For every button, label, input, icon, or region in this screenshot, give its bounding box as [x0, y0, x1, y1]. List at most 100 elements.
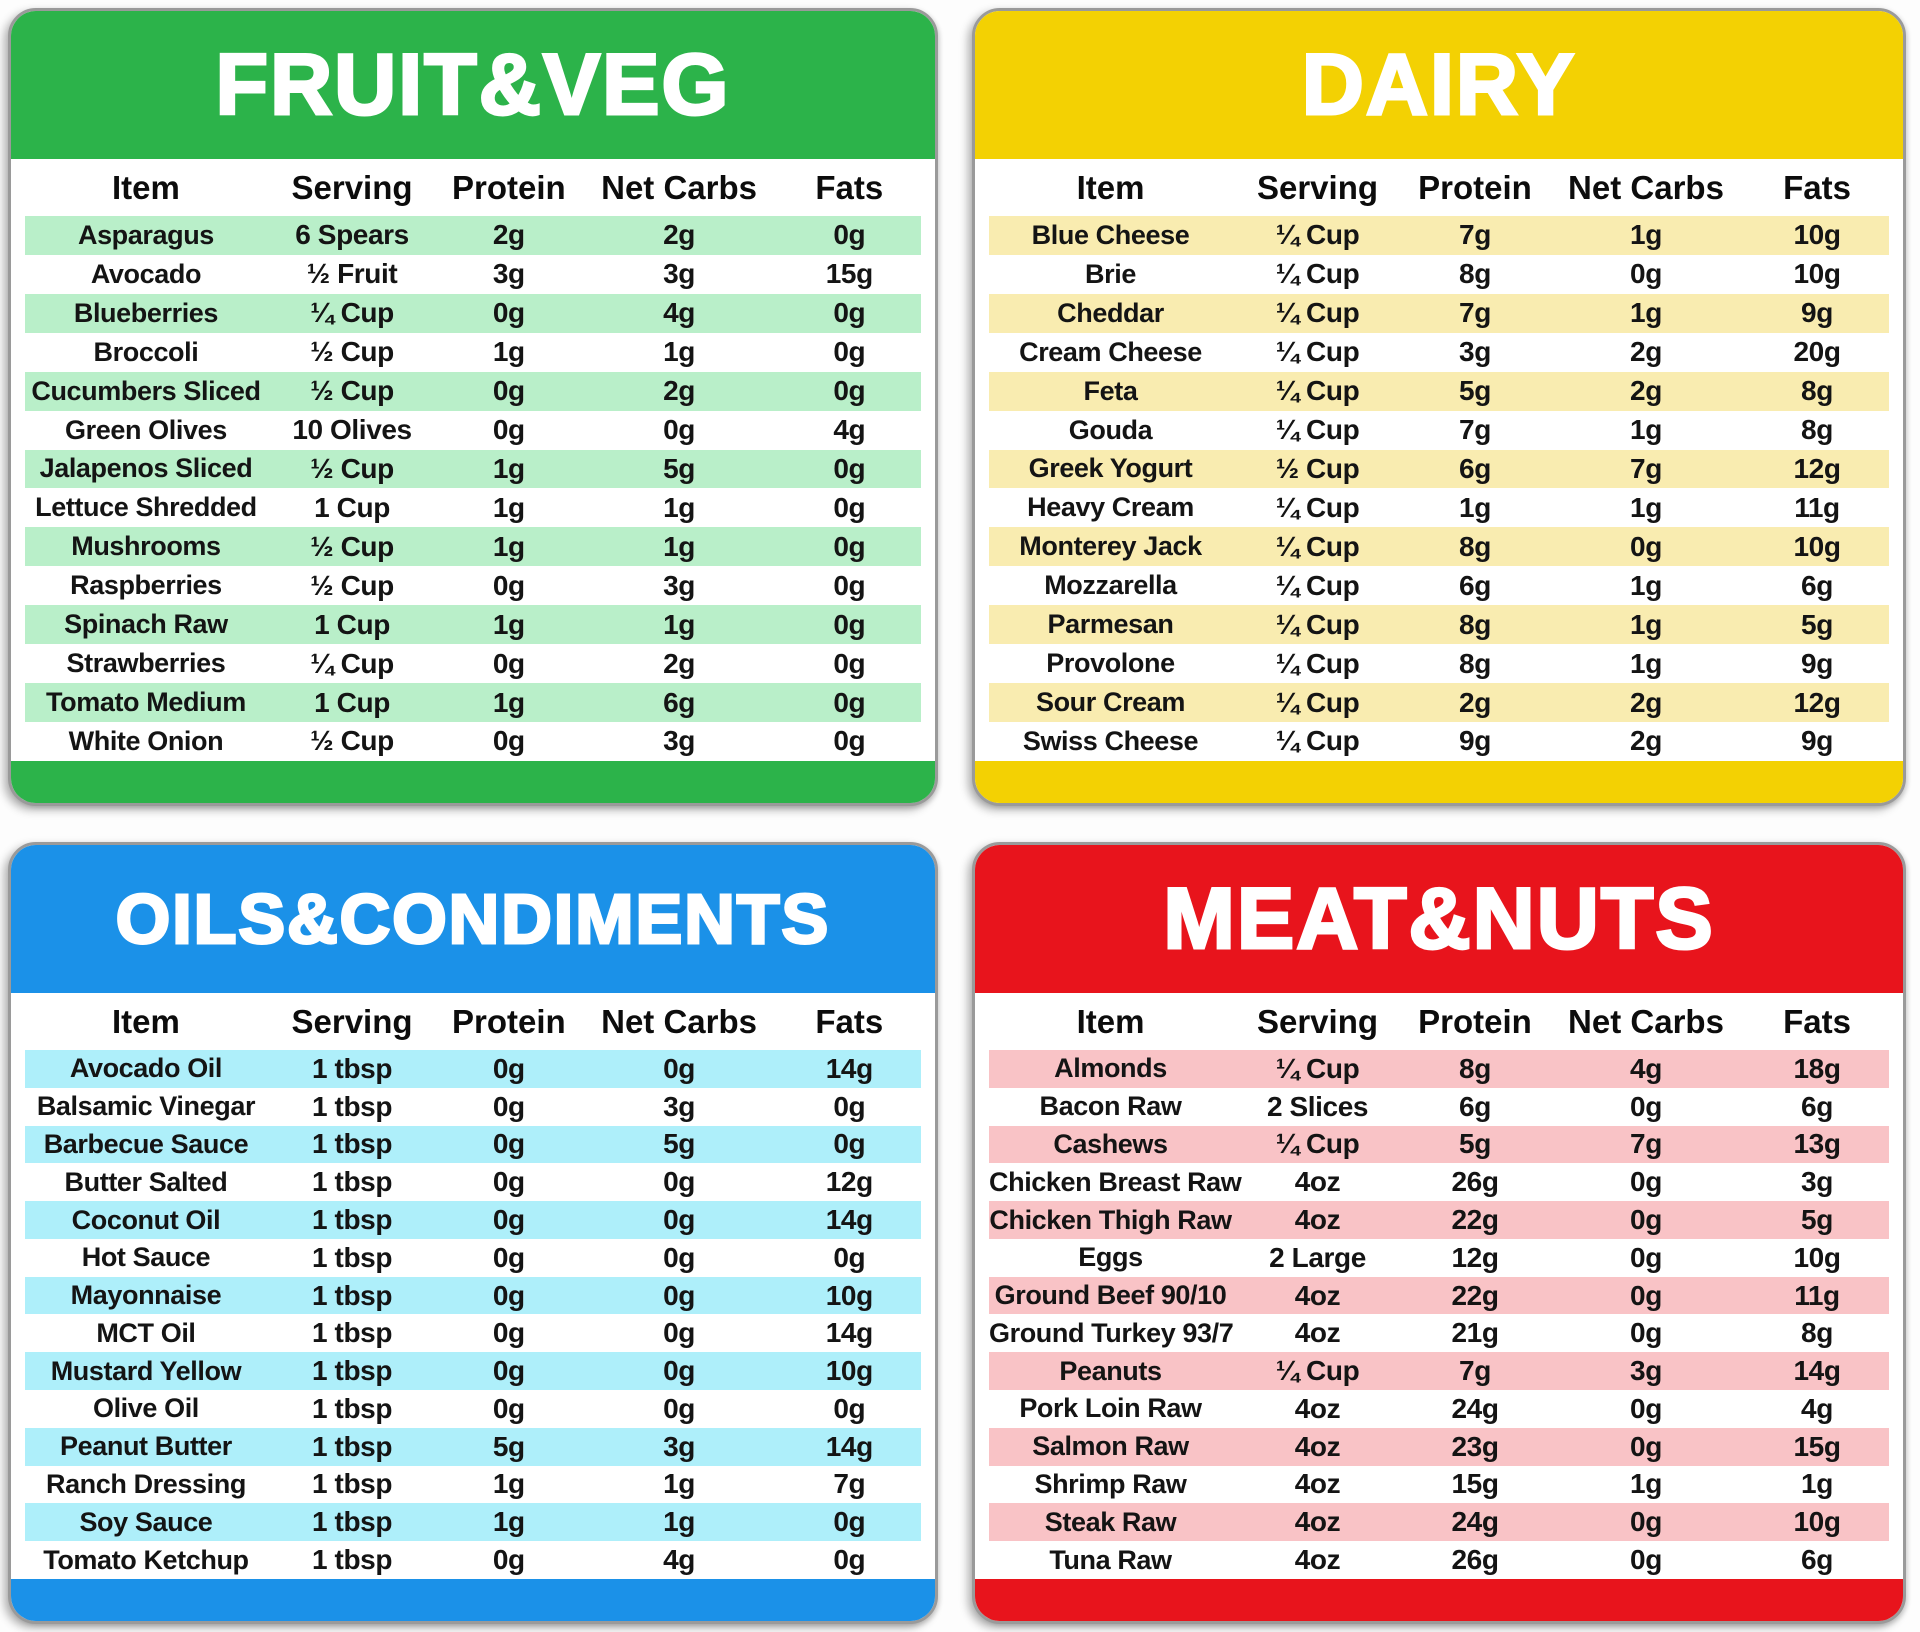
cell-item: Avocado Oil — [69, 1053, 223, 1084]
cell-protein: 0g — [492, 1279, 525, 1311]
cell-net-carbs: 1g — [663, 530, 695, 562]
meat-nuts-rows: Almonds ¼ Cup 8g 4g 18g Bacon Raw 2 Slices 6g 0g… — [975, 1050, 1903, 1579]
cell-fats: 0g — [833, 1241, 866, 1273]
cell-protein: 8g — [1459, 258, 1491, 290]
table-row: Bacon Raw 2 Slices 6g 0g 6g — [989, 1088, 1889, 1126]
cell-serving: 1 tbsp — [311, 1241, 393, 1273]
card-meat-nuts: MEAT&NUTS Item Serving Protein Net Carbs… — [972, 842, 1906, 1624]
cell-protein: 24g — [1451, 1392, 1499, 1424]
cell-fats: 0g — [833, 1392, 866, 1424]
cell-fats: 0g — [833, 686, 866, 718]
cell-serving: 1 tbsp — [311, 1052, 393, 1084]
cell-net-carbs: 0g — [663, 1204, 695, 1236]
cell-protein: 5g — [1459, 1128, 1491, 1160]
cell-item: Almonds — [1054, 1053, 1167, 1084]
column-header-protein: Protein — [451, 168, 566, 206]
dairy-title: DAIRY — [1300, 37, 1577, 133]
cell-item: Coconut Oil — [71, 1204, 221, 1235]
table-row: Olive Oil 1 tbsp 0g 0g 0g — [25, 1390, 921, 1428]
cell-item: Asparagus — [77, 219, 214, 250]
cell-net-carbs: 4g — [1630, 1052, 1662, 1084]
cell-serving: ¼ Cup — [1275, 375, 1360, 407]
cell-serving: 10 Olives — [292, 414, 412, 446]
cell-protein: 0g — [492, 1241, 525, 1273]
cell-protein: 12g — [1451, 1241, 1499, 1273]
cell-fats: 0g — [833, 1506, 866, 1538]
cell-item: Provolone — [1046, 648, 1175, 679]
cell-protein: 1g — [1459, 491, 1491, 523]
cell-protein: 0g — [492, 1166, 525, 1198]
cell-fats: 0g — [833, 1544, 866, 1576]
table-row: Monterey Jack ¼ Cup 8g 0g 10g — [989, 527, 1889, 567]
cell-fats: 3g — [1801, 1166, 1833, 1198]
cell-serving: 4oz — [1294, 1544, 1341, 1576]
fruit-veg-title-band: FRUIT&VEG — [11, 11, 935, 159]
cell-net-carbs: 1g — [663, 1506, 695, 1538]
cell-item: Cream Cheese — [1019, 336, 1202, 367]
cell-protein: 1g — [492, 608, 525, 640]
table-row: Cucumbers Sliced ½ Cup 0g 2g 0g — [25, 371, 921, 411]
table-row: Tomato Medium 1 Cup 1g 6g 0g — [25, 683, 921, 722]
cell-protein: 0g — [492, 569, 525, 601]
column-header-fats: Fats — [1783, 168, 1851, 206]
cell-fats: 1g — [1801, 1468, 1833, 1500]
cell-fats: 20g — [1793, 336, 1841, 368]
meat-nuts-column-headers: Item Serving Protein Net Carbs Fats — [975, 993, 1903, 1050]
table-row: Almonds ¼ Cup 8g 4g 18g — [989, 1050, 1889, 1088]
cell-fats: 0g — [833, 1128, 866, 1160]
cell-protein: 1g — [492, 452, 525, 484]
cell-fats: 10g — [1793, 219, 1841, 251]
table-row: Greek Yogurt ½ Cup 6g 7g 12g — [989, 449, 1889, 489]
cell-protein: 5g — [1459, 375, 1491, 407]
column-header-serving: Serving — [291, 1002, 413, 1040]
cell-protein: 3g — [492, 258, 525, 290]
cell-item: Shrimp Raw — [1034, 1468, 1187, 1499]
column-header-fats: Fats — [815, 1002, 884, 1040]
cell-serving: 4oz — [1294, 1204, 1341, 1236]
cell-fats: 14g — [825, 1204, 873, 1236]
cell-fats: 14g — [1793, 1355, 1841, 1387]
cell-serving: ¼ Cup — [310, 647, 394, 679]
cell-item: Blueberries — [73, 297, 219, 328]
cell-item: Sour Cream — [1035, 687, 1186, 718]
table-row: Blue Cheese ¼ Cup 7g 1g 10g — [989, 216, 1889, 255]
column-header-serving: Serving — [1256, 1002, 1379, 1040]
table-row: Cheddar ¼ Cup 7g 1g 9g — [989, 293, 1889, 333]
cell-item: Cucumbers Sliced — [31, 375, 261, 406]
cell-fats: 12g — [1793, 686, 1841, 718]
cell-fats: 14g — [825, 1317, 873, 1349]
table-row: Strawberries ¼ Cup 0g 2g 0g — [25, 644, 921, 683]
cell-item: Lettuce Shredded — [35, 492, 257, 523]
table-row: Butter Salted 1 tbsp 0g 0g 12g — [25, 1163, 921, 1201]
cell-item: Butter Salted — [64, 1166, 228, 1197]
oils-condiments-rows: Avocado Oil 1 tbsp 0g 0g 14g Balsamic Vinegar… — [11, 1050, 935, 1579]
column-header-net-carbs: Net Carbs — [601, 1002, 757, 1040]
cell-serving: ¼ Cup — [1275, 258, 1360, 290]
cell-net-carbs: 6g — [663, 686, 695, 718]
cell-fats: 0g — [833, 452, 866, 484]
cell-protein: 0g — [492, 297, 525, 329]
table-row: Lettuce Shredded 1 Cup 1g 1g 0g — [25, 488, 921, 527]
table-row: Raspberries ½ Cup 0g 3g 0g — [25, 566, 921, 605]
cell-protein: 23g — [1451, 1430, 1499, 1462]
cell-item: White Onion — [68, 725, 224, 756]
cell-serving: 1 tbsp — [311, 1317, 393, 1349]
cell-protein: 24g — [1451, 1506, 1499, 1538]
cell-fats: 14g — [825, 1430, 873, 1462]
cell-serving: 1 Cup — [314, 491, 390, 523]
card-fruit-veg: FRUIT&VEG Item Serving Protein Net Carbs… — [8, 8, 938, 806]
cell-fats: 9g — [1801, 297, 1833, 329]
cell-serving: ¼ Cup — [310, 297, 394, 329]
table-row: MCT Oil 1 tbsp 0g 0g 14g — [25, 1314, 921, 1352]
cell-fats: 10g — [1793, 1241, 1841, 1273]
oils-condiments-footer-band — [11, 1579, 935, 1621]
cell-net-carbs: 0g — [663, 1317, 695, 1349]
cell-serving: ½ Cup — [310, 336, 394, 368]
cell-protein: 15g — [1451, 1468, 1499, 1500]
cell-item: Strawberries — [66, 648, 226, 679]
cell-net-carbs: 2g — [663, 375, 695, 407]
cell-net-carbs: 1g — [1630, 414, 1662, 446]
table-row: Parmesan ¼ Cup 8g 1g 5g — [989, 605, 1889, 645]
cell-net-carbs: 0g — [1630, 1392, 1662, 1424]
cell-serving: ¼ Cup — [1275, 219, 1360, 251]
